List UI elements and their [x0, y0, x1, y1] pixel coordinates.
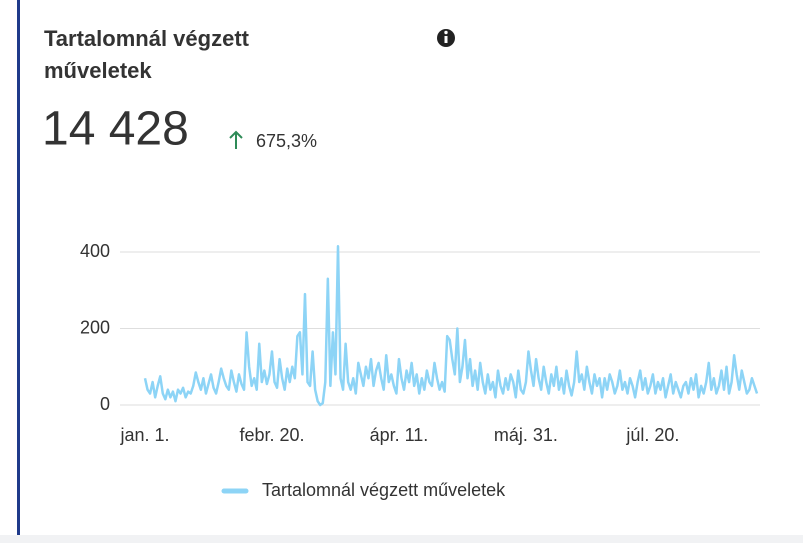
y-tick-label: 400 — [80, 241, 110, 261]
card-title: Tartalomnál végzett — [44, 26, 250, 51]
x-tick-label: ápr. 11. — [370, 425, 429, 445]
kpi-value: 14 428 — [42, 103, 189, 156]
x-tick-label: júl. 20. — [625, 425, 679, 445]
trend-arrow — [229, 130, 243, 149]
line-series — [143, 245, 759, 407]
page-bg — [0, 535, 803, 543]
kpi-change: 675,3% — [256, 131, 317, 151]
info-icon[interactable] — [437, 29, 455, 47]
accent-bar — [17, 0, 20, 535]
card-title: műveletek — [44, 58, 152, 83]
y-tick-label: 0 — [100, 394, 110, 414]
y-tick-label: 200 — [80, 317, 110, 337]
x-tick-label: jan. 1. — [119, 425, 169, 445]
x-tick-label: febr. 20. — [239, 425, 304, 445]
x-tick-label: máj. 31. — [494, 425, 558, 445]
legend-label: Tartalomnál végzett műveletek — [262, 480, 506, 500]
